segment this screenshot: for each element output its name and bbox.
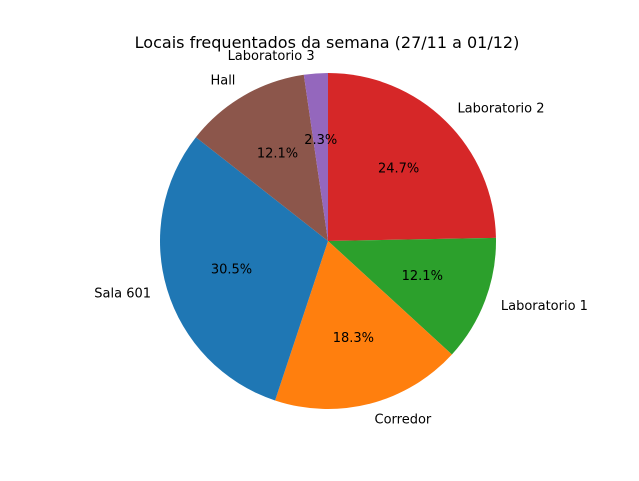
chart-title: Locais frequentados da semana (27/11 a 0…	[135, 33, 520, 52]
slice-percent-laboratorio-1: 12.1%	[402, 269, 443, 284]
pie-slice-laboratorio-1	[328, 237, 496, 355]
slice-category-labels: Laboratorio 2 Laboratorio 1 Corredor Sala 6…	[94, 49, 588, 427]
pie-slice-laboratorio-3	[303, 73, 328, 241]
slice-label-laboratorio-3: Laboratorio 3	[228, 49, 315, 64]
slice-percent-labels: 24.7% 12.1% 18.3% 30.5% 12.1% 2.3%	[211, 133, 443, 346]
slice-percent-sala-601: 30.5%	[211, 263, 252, 278]
pie-slices	[159, 73, 496, 410]
slice-percent-corredor: 18.3%	[333, 331, 374, 346]
slice-percent-laboratorio-2: 24.7%	[378, 162, 419, 177]
slice-percent-hall: 12.1%	[257, 146, 298, 161]
slice-percent-laboratorio-3: 2.3%	[304, 133, 337, 148]
slice-label-sala-601: Sala 601	[94, 287, 151, 302]
pie-slice-sala-601	[159, 137, 328, 401]
slice-label-hall: Hall	[210, 74, 235, 89]
slice-label-laboratorio-2: Laboratorio 2	[457, 102, 544, 117]
pie-slice-hall	[195, 74, 328, 241]
slice-label-corredor: Corredor	[375, 412, 432, 427]
pie-slice-laboratorio-2	[328, 73, 496, 241]
slice-label-laboratorio-1: Laboratorio 1	[501, 299, 588, 314]
pie-slice-corredor	[275, 241, 452, 410]
